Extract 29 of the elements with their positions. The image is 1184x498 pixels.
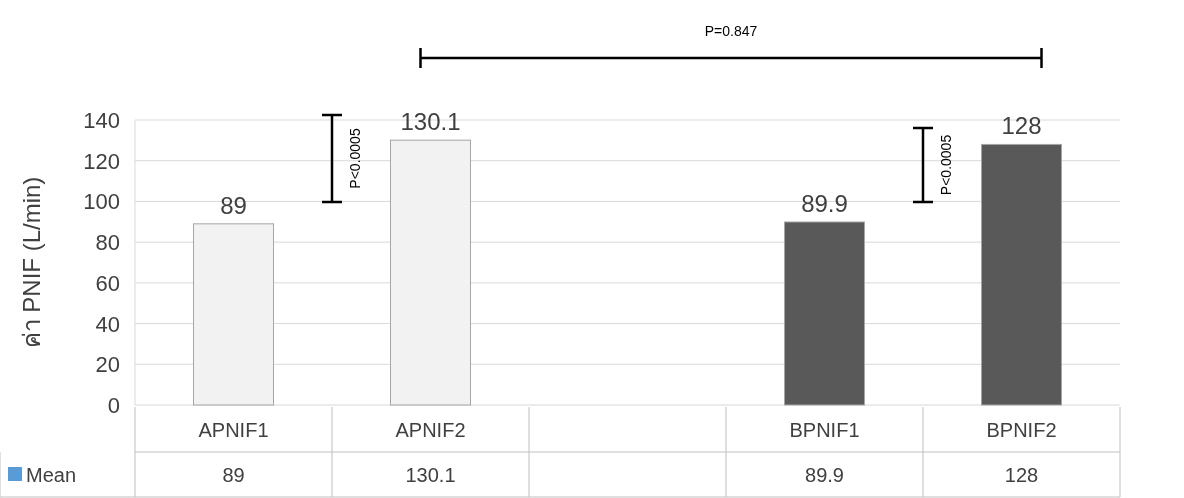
x-tick-label: APNIF2 — [395, 419, 466, 441]
x-tick-label: BPNIF2 — [986, 419, 1057, 441]
bar-end-label: 128 — [1001, 112, 1042, 140]
y-tick-label: 60 — [95, 270, 120, 296]
bar — [193, 223, 274, 406]
bar-end-label: 89 — [220, 191, 247, 219]
y-tick-label: 120 — [83, 148, 120, 174]
y-tick-label: 140 — [83, 108, 120, 133]
y-tick-label: 40 — [95, 311, 120, 337]
bar — [390, 139, 471, 406]
text: Mean — [26, 464, 77, 486]
text: P=0.847 — [704, 23, 758, 39]
data-table-value: 89.9 — [805, 464, 844, 486]
data-table-value: 130.1 — [405, 464, 456, 486]
bar-end-label: 130.1 — [400, 108, 461, 136]
bar — [784, 221, 865, 406]
x-tick-label: APNIF1 — [198, 419, 269, 441]
data-table-value: 89 — [222, 464, 245, 486]
annotation: P<0.0005 — [938, 134, 954, 196]
bar — [981, 143, 1062, 406]
y-tick-label: 100 — [83, 189, 120, 215]
bar-end-label: 89.9 — [801, 190, 848, 217]
y-tick-label: 0 — [107, 393, 120, 418]
data-table-value: 128 — [1004, 464, 1039, 486]
annotation: P<0.0005 — [347, 128, 363, 189]
y-tick-label: 20 — [95, 352, 120, 378]
x-tick-label: BPNIF1 — [789, 419, 860, 441]
y-tick-label: 80 — [95, 230, 120, 256]
y-axis-title: ค่า PNIF (L/min) — [18, 176, 45, 349]
